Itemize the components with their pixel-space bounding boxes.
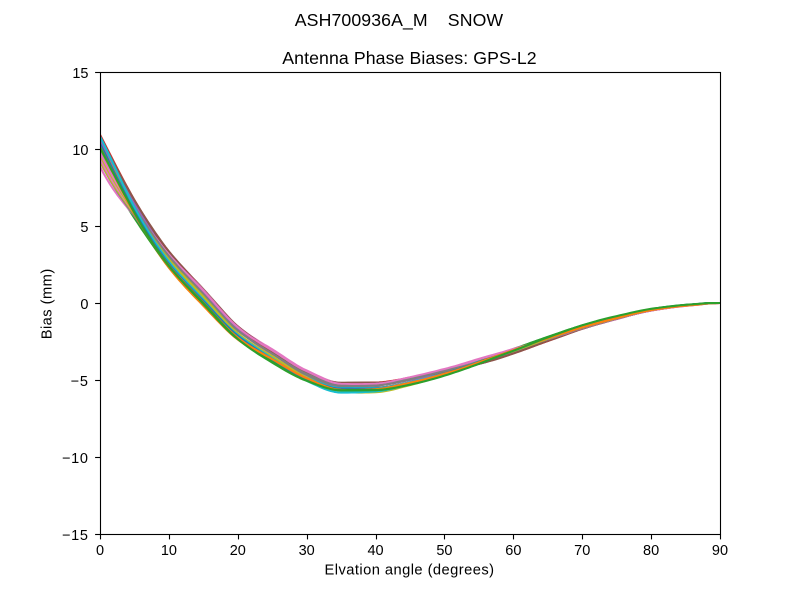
svg-text:Elvation angle (degrees): Elvation angle (degrees) [324,562,494,578]
svg-text:50: 50 [436,543,452,559]
svg-text:5: 5 [80,220,88,236]
svg-text:−15: −15 [62,528,88,544]
svg-text:10: 10 [72,143,88,159]
svg-text:15: 15 [72,66,88,82]
svg-text:80: 80 [643,543,659,559]
svg-text:10: 10 [161,543,177,559]
svg-text:ASH700936A_M SNOW: ASH700936A_M SNOW [295,10,504,31]
svg-text:0: 0 [96,543,104,559]
svg-text:−10: −10 [62,451,88,467]
svg-text:90: 90 [712,543,728,559]
svg-text:Bias (mm): Bias (mm) [39,268,55,339]
svg-text:0: 0 [80,297,88,313]
svg-text:30: 30 [299,543,315,559]
svg-text:Antenna Phase Biases: GPS-L2: Antenna Phase Biases: GPS-L2 [282,48,537,68]
svg-text:−5: −5 [71,374,89,390]
svg-text:20: 20 [230,543,246,559]
svg-text:60: 60 [505,543,521,559]
svg-text:70: 70 [574,543,590,559]
svg-text:40: 40 [367,543,383,559]
